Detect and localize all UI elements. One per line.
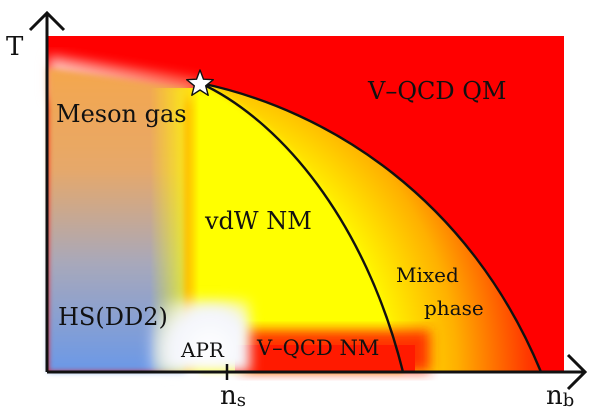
x-axis-label: nb	[546, 381, 574, 411]
x-tick-label: ns	[220, 381, 246, 411]
label-apr: APR	[180, 338, 225, 362]
y-axis-label: T	[6, 32, 24, 62]
label-qcd-nm: V–QCD NM	[256, 336, 379, 360]
label-vdw-nm: vdW NM	[204, 207, 312, 235]
x-tick-label-sub: s	[237, 390, 246, 411]
label-meson-gas: Meson gas	[56, 100, 187, 128]
x-axis-arrow-icon	[566, 353, 588, 391]
y-axis-arrow-icon	[28, 10, 66, 32]
region-apr	[150, 300, 250, 372]
label-mixed: Mixed	[396, 263, 459, 287]
first-order-boundary	[199, 81, 405, 373]
label-hs-dd2: HS(DD2)	[58, 303, 168, 331]
label-qcd-qm: V–QCD QM	[367, 77, 507, 105]
label-phase: phase	[424, 296, 484, 320]
star-icon	[185, 69, 215, 97]
mixed-phase-boundary	[199, 81, 543, 373]
x-axis-label-sub: b	[563, 390, 575, 411]
